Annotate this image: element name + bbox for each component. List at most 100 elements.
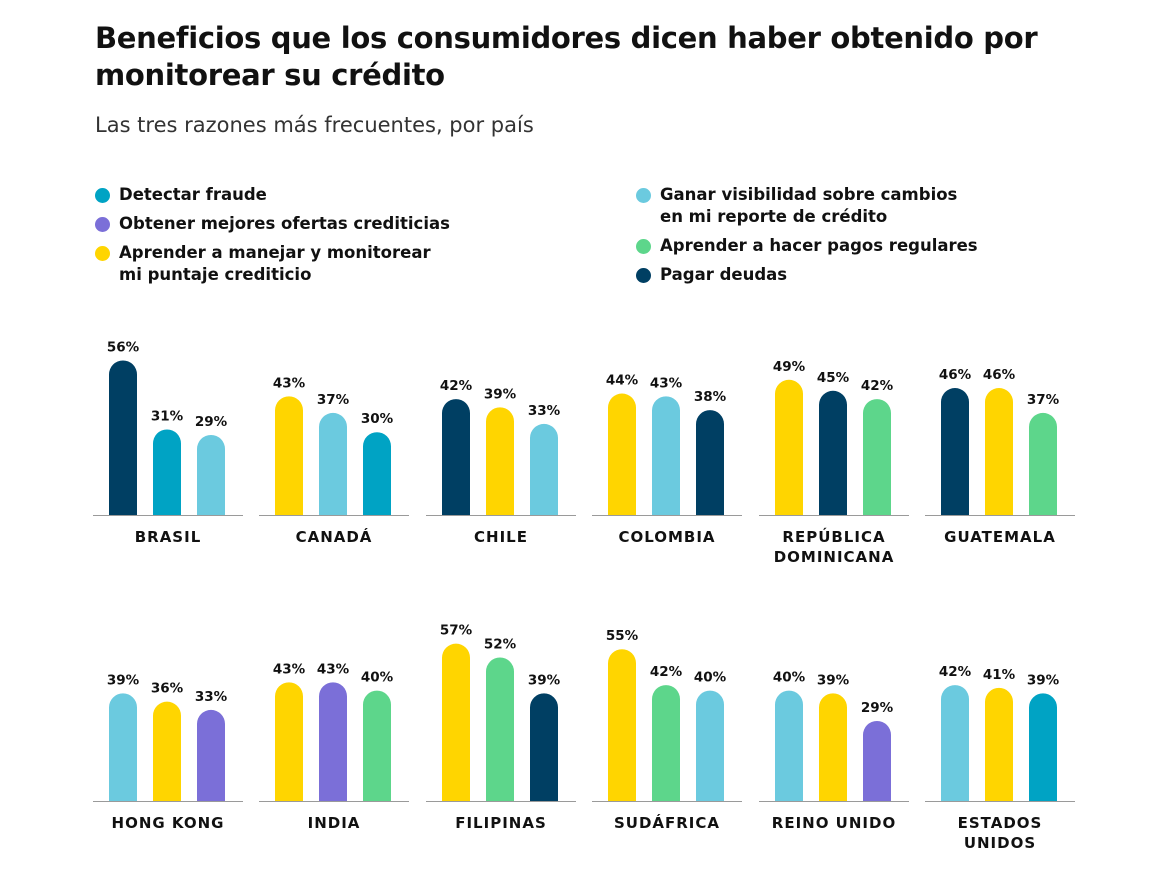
- country-label: CHILE: [474, 528, 528, 546]
- bar-chile-ganar-visibilidad-sobre-cambios-en-mi-reporte-de-credito: [530, 423, 558, 515]
- country-group-india: 43% 43% 40% INDIA: [259, 661, 409, 832]
- value-label: 55%: [606, 628, 639, 644]
- country-group-estados-unidos: 42% 41% 39% ESTADOS UNIDOS: [925, 664, 1075, 852]
- bar-hong-kong-aprender-a-manejar-y-monitorear-mi-puntaje-crediticio: [153, 701, 181, 801]
- legend-item-mejores-ofertas: Obtener mejores ofertas crediticias: [95, 213, 455, 235]
- bar-sudafrica-ganar-visibilidad-sobre-cambios-en-mi-reporte-de-credito: [696, 690, 724, 801]
- country-label: REINO UNIDO: [772, 814, 896, 832]
- country-group-republica-dominicana: 49% 45% 42% REPÚBLICA DOMINICANA: [759, 359, 909, 566]
- chart-title: Beneficios que los consumidores dicen ha…: [95, 21, 1038, 92]
- value-label: 56%: [107, 339, 140, 355]
- country-label: CANADÁ: [296, 527, 373, 546]
- value-label: 57%: [440, 623, 473, 639]
- bar-canada-detectar-fraude: [363, 432, 391, 515]
- value-label: 36%: [151, 681, 184, 697]
- bar-chile-aprender-a-manejar-y-monitorear-mi-puntaje-crediticio: [486, 407, 514, 515]
- value-label: 41%: [983, 667, 1016, 683]
- value-label: 42%: [861, 378, 894, 394]
- bar-colombia-aprender-a-manejar-y-monitorear-mi-puntaje-crediticio: [608, 393, 636, 515]
- country-label: HONG KONG: [112, 814, 225, 832]
- bar-sudafrica-aprender-a-hacer-pagos-regulares: [652, 685, 680, 801]
- bar-guatemala-aprender-a-hacer-pagos-regulares: [1029, 412, 1057, 515]
- value-label: 33%: [195, 689, 228, 705]
- legend-swatch: [95, 188, 110, 203]
- bar-india-aprender-a-manejar-y-monitorear-mi-puntaje-crediticio: [275, 682, 303, 801]
- legend-item-puntaje: Aprender a manejar y monitorear mi punta…: [95, 242, 449, 286]
- value-label: 43%: [273, 661, 306, 677]
- country-group-colombia: 44% 43% 38% COLOMBIA: [592, 373, 742, 546]
- bar-guatemala-pagar-deudas: [941, 388, 969, 515]
- country-group-sudafrica: 55% 42% 40% SUDÁFRICA: [592, 628, 742, 832]
- bar-filipinas-pagar-deudas: [530, 693, 558, 801]
- legend-label: Ganar visibilidad sobre cambios en mi re…: [660, 185, 958, 226]
- country-label: ESTADOS: [958, 814, 1043, 832]
- legend-label: Pagar deudas: [660, 265, 788, 284]
- bar-republica-dominicana-pagar-deudas: [819, 390, 847, 515]
- bar-brasil-ganar-visibilidad-sobre-cambios-en-mi-reporte-de-credito: [197, 434, 225, 515]
- country-group-brasil: 56% 31% 29% BRASIL: [93, 339, 243, 546]
- bar-filipinas-aprender-a-manejar-y-monitorear-mi-puntaje-crediticio: [442, 643, 470, 801]
- value-label: 40%: [694, 670, 727, 686]
- value-label: 42%: [939, 664, 972, 680]
- value-label: 37%: [317, 392, 350, 408]
- bar-republica-dominicana-aprender-a-hacer-pagos-regulares: [863, 399, 891, 515]
- bar-filipinas-aprender-a-hacer-pagos-regulares: [486, 657, 514, 801]
- legend-swatch: [636, 239, 651, 254]
- bar-colombia-pagar-deudas: [696, 410, 724, 515]
- legend-label: Aprender a manejar y monitorear mi punta…: [119, 243, 431, 284]
- country-group-guatemala: 46% 46% 37% GUATEMALA: [925, 367, 1075, 546]
- value-label: 42%: [440, 378, 473, 394]
- bar-hong-kong-ganar-visibilidad-sobre-cambios-en-mi-reporte-de-credito: [109, 693, 137, 801]
- bar-india-obtener-mejores-ofertas-crediticias: [319, 682, 347, 801]
- value-label: 29%: [195, 414, 228, 430]
- legend-left: Detectar fraude Obtener mejores ofertas …: [95, 184, 455, 293]
- country-group-hong-kong: 39% 36% 33% HONG KONG: [93, 672, 243, 832]
- value-label: 39%: [1027, 672, 1060, 688]
- bar-reino-unido-ganar-visibilidad-sobre-cambios-en-mi-reporte-de-credito: [775, 690, 803, 801]
- country-label: SUDÁFRICA: [614, 813, 720, 832]
- value-label: 37%: [1027, 392, 1060, 408]
- legend-swatch: [636, 188, 651, 203]
- country-label: BRASIL: [135, 528, 202, 546]
- value-label: 46%: [983, 367, 1016, 383]
- value-label: 45%: [817, 370, 850, 386]
- chart-subtitle: Las tres razones más frecuentes, por paí…: [95, 113, 534, 137]
- country-group-filipinas: 57% 52% 39% FILIPINAS: [426, 623, 576, 832]
- legend-swatch: [636, 268, 651, 283]
- value-label: 33%: [528, 403, 561, 419]
- country-label: INDIA: [308, 814, 361, 832]
- value-label: 40%: [773, 670, 806, 686]
- value-label: 40%: [361, 670, 394, 686]
- value-label: 43%: [650, 375, 683, 391]
- country-group-reino-unido: 40% 39% 29% REINO UNIDO: [759, 670, 909, 832]
- legend-label: Detectar fraude: [119, 185, 267, 204]
- bar-reino-unido-obtener-mejores-ofertas-crediticias: [863, 720, 891, 801]
- country-label: FILIPINAS: [455, 814, 547, 832]
- country-group-canada: 43% 37% 30% CANADÁ: [259, 375, 409, 546]
- bar-india-aprender-a-hacer-pagos-regulares: [363, 690, 391, 801]
- country-label: COLOMBIA: [618, 528, 715, 546]
- legend-item-detectar-fraude: Detectar fraude: [95, 184, 455, 206]
- country-label: REPÚBLICA: [782, 527, 885, 546]
- value-label: 31%: [151, 408, 184, 424]
- value-label: 44%: [606, 373, 639, 389]
- bar-hong-kong-obtener-mejores-ofertas-crediticias: [197, 709, 225, 801]
- bar-brasil-pagar-deudas: [109, 360, 137, 515]
- country-label: DOMINICANA: [774, 548, 895, 566]
- bar-canada-aprender-a-manejar-y-monitorear-mi-puntaje-crediticio: [275, 396, 303, 515]
- value-label: 49%: [773, 359, 806, 375]
- bar-estados-unidos-detectar-fraude: [1029, 693, 1057, 801]
- bar-republica-dominicana-aprender-a-manejar-y-monitorear-mi-puntaje-crediticio: [775, 379, 803, 515]
- bar-guatemala-aprender-a-manejar-y-monitorear-mi-puntaje-crediticio: [985, 388, 1013, 515]
- legend-item-visibilidad: Ganar visibilidad sobre cambios en mi re…: [636, 184, 975, 228]
- value-label: 39%: [484, 386, 517, 402]
- value-label: 46%: [939, 367, 972, 383]
- legend-right: Ganar visibilidad sobre cambios en mi re…: [636, 184, 996, 293]
- bar-brasil-detectar-fraude: [153, 429, 181, 515]
- value-label: 52%: [484, 636, 517, 652]
- bar-estados-unidos-aprender-a-manejar-y-monitorear-mi-puntaje-crediticio: [985, 687, 1013, 801]
- legend-swatch: [95, 217, 110, 232]
- value-label: 39%: [107, 672, 140, 688]
- country-group-chile: 42% 39% 33% CHILE: [426, 378, 576, 546]
- value-label: 43%: [317, 661, 350, 677]
